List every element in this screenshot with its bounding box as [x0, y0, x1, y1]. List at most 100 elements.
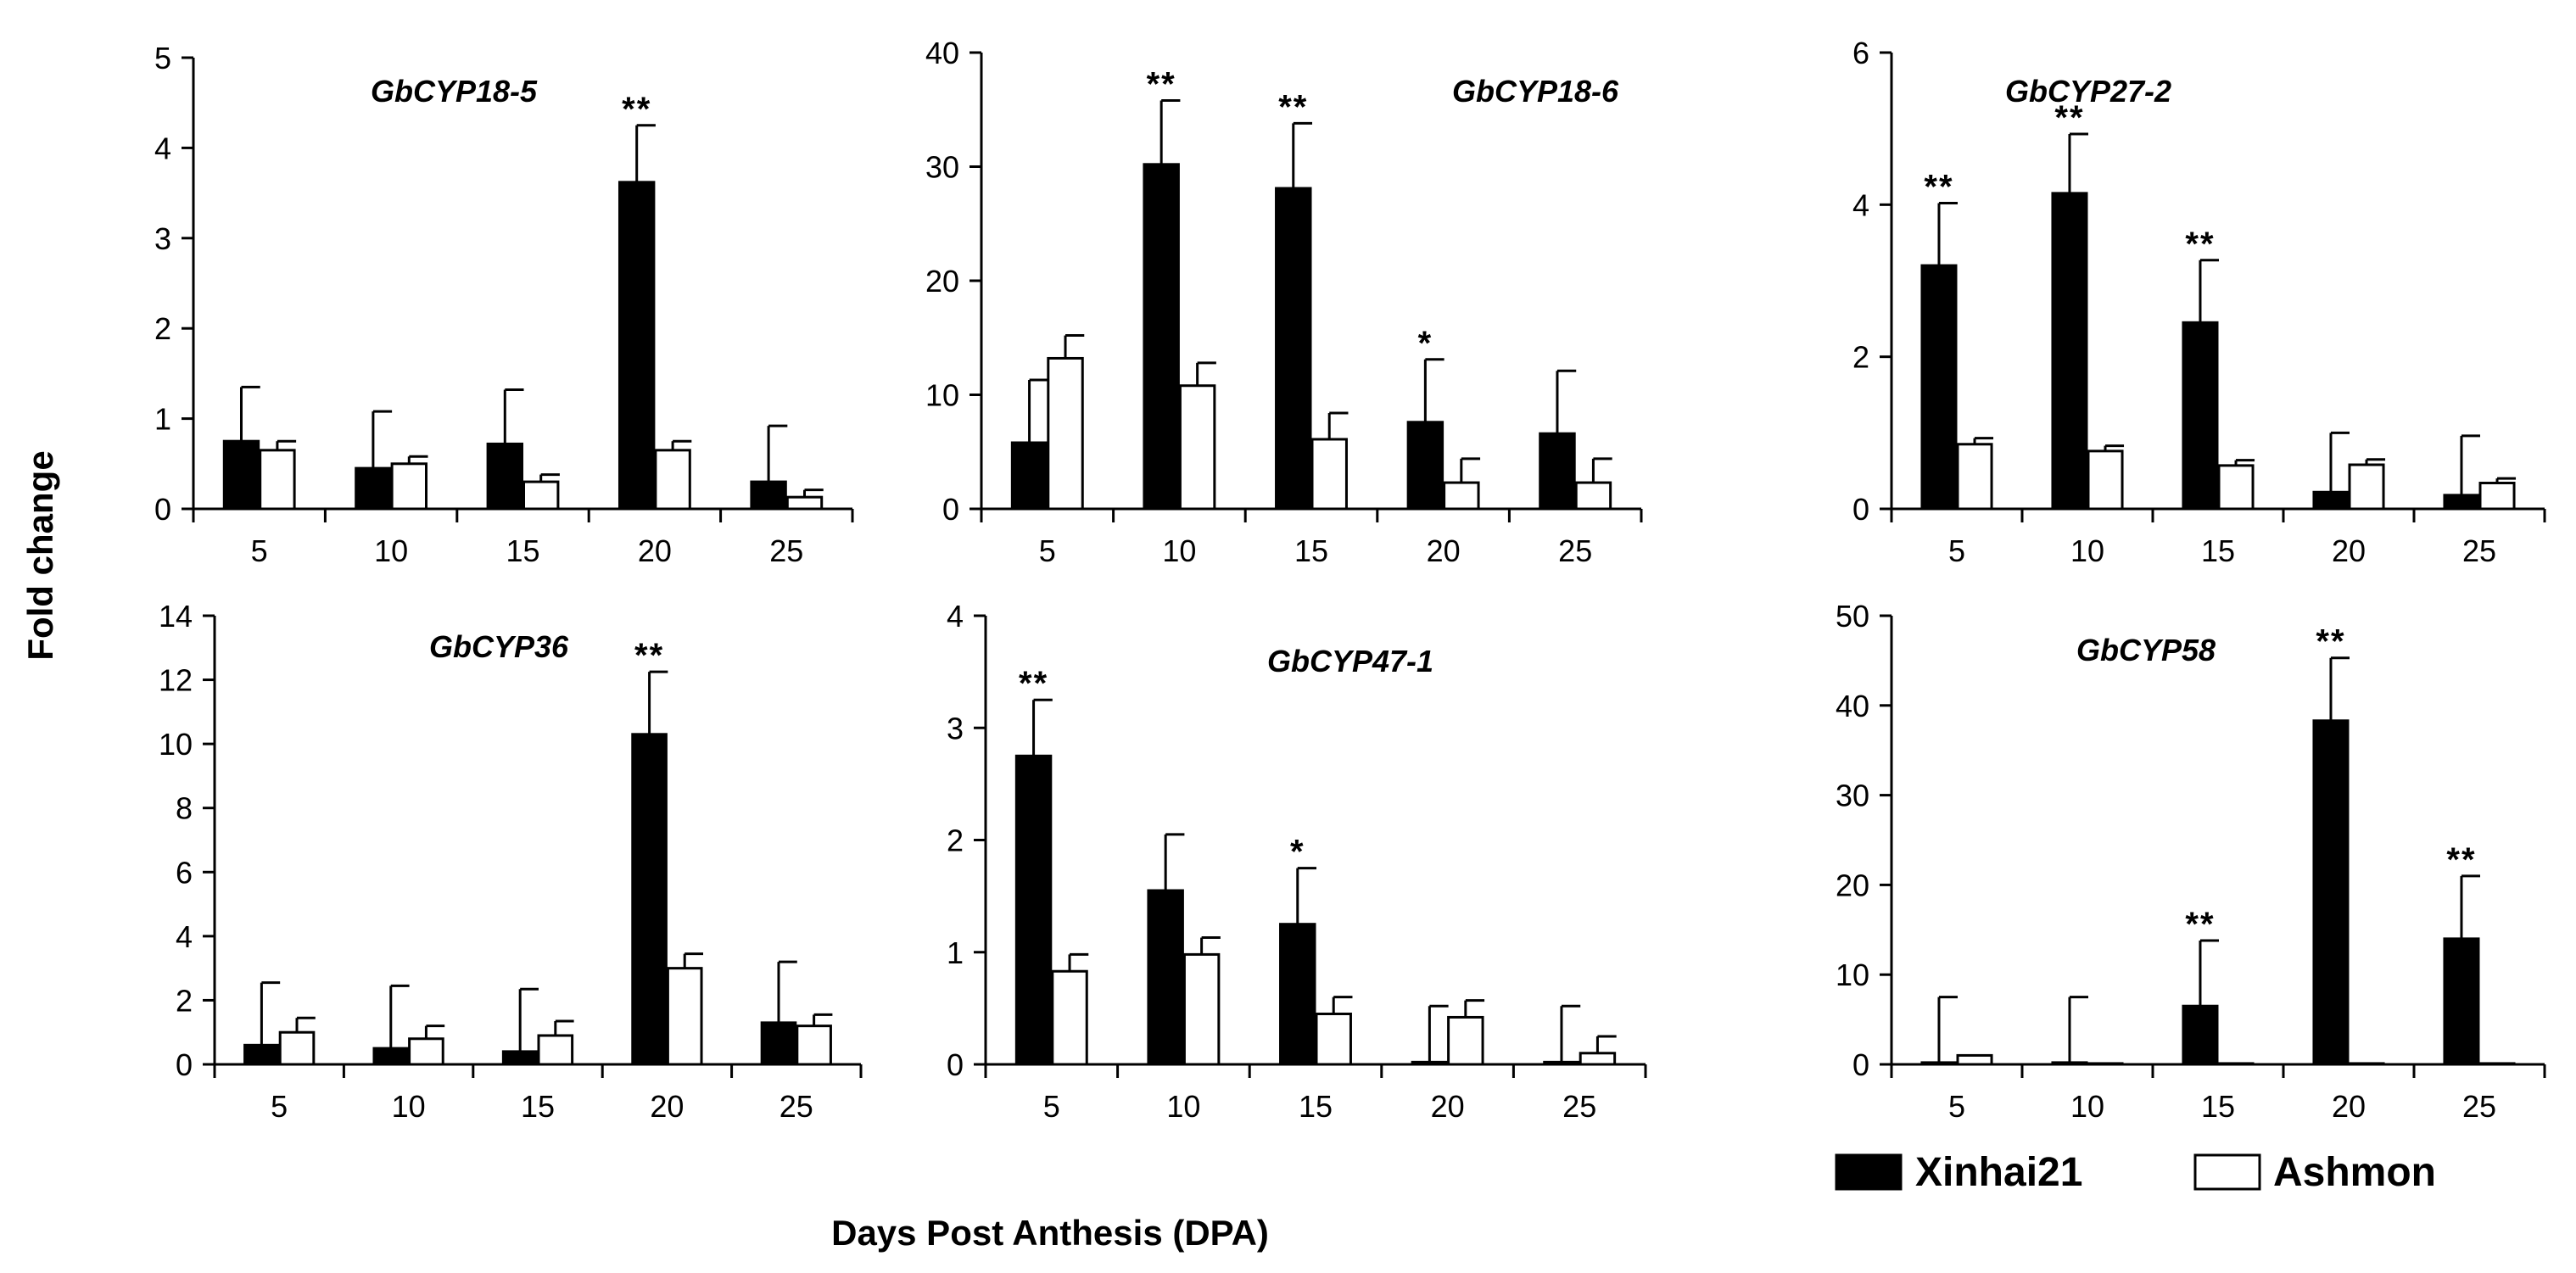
significance-marker: ** — [2054, 99, 2084, 137]
legend-swatch-xinhai21 — [1835, 1153, 1903, 1191]
x-tick-label: 15 — [506, 533, 539, 568]
legend-label-xinhai21: Xinhai21 — [1915, 1150, 2082, 1195]
bar-xinhai21 — [222, 439, 260, 511]
panel-title: GbCYP58 — [2076, 633, 2216, 667]
x-tick-label: 5 — [1948, 533, 1965, 568]
bar-ashmon — [408, 1037, 444, 1066]
bar-xinhai21 — [1539, 432, 1576, 511]
y-tick-label: 0 — [942, 492, 959, 527]
x-tick-label: 20 — [1431, 1089, 1465, 1124]
bar-ashmon — [1178, 384, 1216, 511]
bar-ashmon — [1579, 1052, 1617, 1066]
bar-ashmon — [1443, 481, 1480, 511]
x-tick-label: 10 — [1162, 533, 1196, 568]
bar-xinhai21 — [1014, 754, 1053, 1066]
x-tick-label: 15 — [1299, 1089, 1333, 1124]
x-tick-label: 25 — [2462, 533, 2496, 568]
x-tick-label: 15 — [2201, 533, 2235, 568]
y-tick-label: 5 — [154, 41, 171, 75]
panel-title: GbCYP47-1 — [1267, 644, 1433, 678]
y-tick-label: 6 — [1852, 36, 1869, 70]
y-tick-label: 6 — [176, 855, 193, 890]
x-tick-label: 10 — [392, 1089, 426, 1124]
y-tick-label: 0 — [1852, 1047, 1869, 1082]
y-axis-label: Fold change — [20, 450, 60, 660]
bar-xinhai21 — [617, 181, 656, 511]
bar-xinhai21 — [2182, 1004, 2219, 1066]
panel-title: GbCYP27-2 — [2005, 74, 2171, 109]
bar-xinhai21 — [1406, 421, 1444, 511]
y-tick-label: 4 — [1852, 187, 1869, 222]
bar-ashmon — [1310, 438, 1348, 511]
bar-xinhai21 — [1920, 1061, 1958, 1066]
legend: Xinhai21 Ashmon — [1835, 1150, 2436, 1195]
bar-ashmon — [1182, 952, 1221, 1066]
significance-marker: ** — [2446, 841, 2476, 879]
x-tick-label: 10 — [374, 533, 408, 568]
bar-xinhai21 — [1411, 1060, 1449, 1066]
bar-xinhai21 — [2312, 490, 2350, 511]
bar-xinhai21 — [631, 733, 668, 1066]
bar-ashmon — [654, 449, 691, 511]
chart-panel-1: 0 1 2 3 4 5 5 10 15 20 25 ** GbCYP18-5 — [154, 41, 854, 568]
y-tick-label: 40 — [925, 36, 959, 70]
y-tick-label: 2 — [154, 311, 171, 346]
x-axis-label: Days Post Anthesis (DPA) — [831, 1213, 1269, 1253]
significance-marker: ** — [2185, 226, 2215, 263]
bar-ashmon — [1447, 1015, 1484, 1066]
x-tick-label: 25 — [769, 533, 803, 568]
significance-marker: * — [1290, 834, 1305, 871]
bar-ashmon — [1956, 1053, 1993, 1066]
y-tick-label: 14 — [159, 599, 193, 634]
bar-xinhai21 — [1010, 441, 1048, 511]
x-tick-label: 15 — [521, 1089, 555, 1124]
y-tick-label: 2 — [176, 983, 193, 1018]
x-tick-label: 20 — [650, 1089, 684, 1124]
x-tick-label: 10 — [1166, 1089, 1200, 1124]
bar-xinhai21 — [243, 1043, 280, 1066]
bar-xinhai21 — [486, 442, 524, 511]
bar-xinhai21 — [1543, 1060, 1580, 1066]
significance-marker: ** — [2316, 623, 2345, 661]
bar-xinhai21 — [2443, 494, 2480, 511]
y-tick-label: 10 — [1836, 958, 1869, 992]
bar-ashmon — [537, 1034, 574, 1066]
bar-ashmon — [1574, 481, 1612, 511]
significance-marker: ** — [1019, 665, 1048, 702]
x-tick-label: 10 — [2070, 1089, 2104, 1124]
x-tick-label: 5 — [1043, 1089, 1060, 1124]
x-tick-label: 20 — [1427, 533, 1461, 568]
bar-ashmon — [522, 480, 560, 511]
bar-ashmon — [278, 1030, 316, 1066]
y-tick-label: 2 — [1852, 340, 1869, 375]
y-tick-label: 2 — [947, 824, 964, 858]
bar-xinhai21 — [501, 1050, 539, 1066]
y-tick-label: 40 — [1836, 689, 1869, 723]
y-tick-label: 20 — [925, 264, 959, 299]
y-tick-label: 12 — [159, 663, 193, 698]
x-tick-label: 25 — [1562, 1089, 1596, 1124]
bar-xinhai21 — [2443, 937, 2480, 1066]
bar-ashmon — [259, 449, 296, 511]
legend-label-ashmon: Ashmon — [2273, 1150, 2436, 1195]
x-tick-label: 25 — [2462, 1089, 2496, 1124]
x-tick-label: 25 — [1558, 533, 1592, 568]
significance-marker: ** — [2185, 906, 2215, 943]
y-tick-label: 0 — [947, 1047, 964, 1082]
y-tick-label: 3 — [947, 711, 964, 745]
bar-ashmon — [2217, 464, 2255, 511]
x-tick-label: 10 — [2070, 533, 2104, 568]
bar-ashmon — [1956, 443, 1993, 511]
x-tick-label: 5 — [251, 533, 268, 568]
y-tick-label: 0 — [154, 492, 171, 527]
significance-marker: ** — [634, 637, 664, 674]
chart-panel-6: 0 10 20 30 40 50 5 10 15 20 25 ** ** ** GbCYP58 — [1836, 599, 2546, 1124]
y-tick-label: 20 — [1836, 868, 1869, 902]
x-tick-label: 15 — [2201, 1089, 2235, 1124]
bar-xinhai21 — [750, 480, 787, 511]
y-tick-label: 4 — [947, 599, 964, 634]
y-tick-label: 30 — [925, 150, 959, 185]
